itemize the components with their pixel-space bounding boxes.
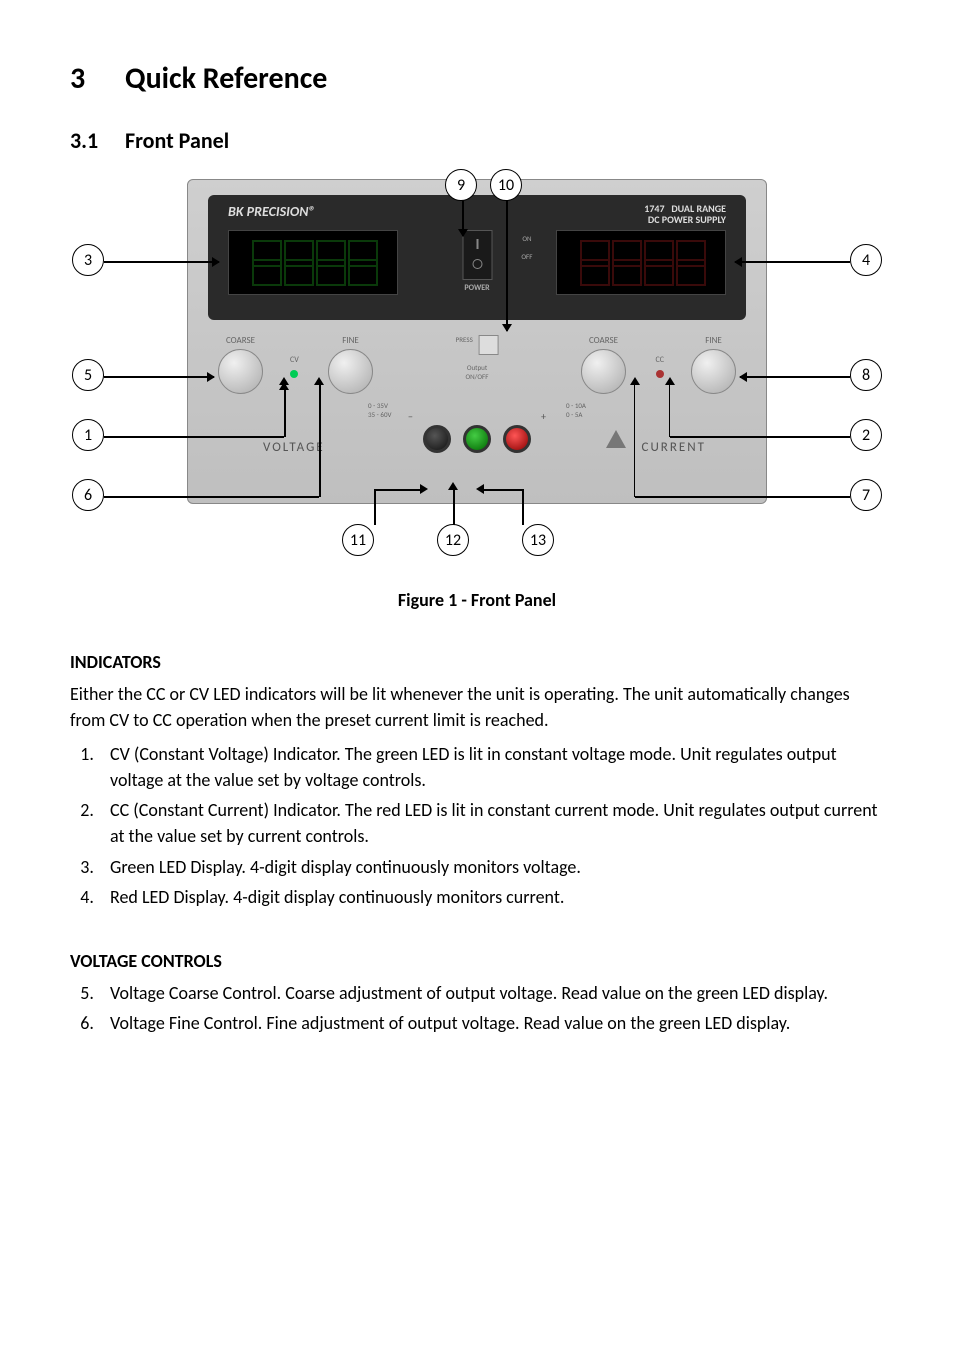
power-switch-block: ONOFF POWER	[450, 230, 505, 293]
current-label: CURRENT	[642, 440, 706, 455]
callout-11: 11	[342, 524, 374, 556]
callout-4: 4	[850, 244, 882, 276]
list-item: CV (Constant Voltage) Indicator. The gre…	[98, 741, 884, 793]
chapter-title: Quick Reference	[125, 60, 327, 97]
callout-10: 10	[490, 169, 522, 201]
positive-terminal	[503, 425, 531, 453]
power-switch	[462, 230, 492, 280]
voltage-label: VOLTAGE	[263, 440, 325, 455]
bottom-row: VOLTAGE 0 - 35V 35 - 60V − + 0 - 10A 0 -…	[208, 425, 746, 485]
callout-7: 7	[850, 479, 882, 511]
callout-12: 12	[437, 524, 469, 556]
negative-terminal	[423, 425, 451, 453]
callout-1: 1	[72, 419, 104, 451]
voltage-display	[228, 230, 398, 295]
knob-row: COARSE CV FINE PRESS Output ON/OFF COARS…	[208, 335, 746, 410]
chapter-heading: 3Quick Reference	[70, 60, 884, 97]
list-item: CC (Constant Current) Indicator. The red…	[98, 797, 884, 849]
callout-9: 9	[445, 169, 477, 201]
power-label: POWER	[450, 283, 505, 293]
chapter-number: 3	[70, 60, 125, 97]
list-item: Red LED Display. 4-digit display continu…	[98, 884, 884, 910]
current-coarse-knob	[581, 349, 626, 394]
figure-caption: Figure 1 - Front Panel	[70, 589, 884, 611]
callout-6: 6	[72, 479, 104, 511]
output-terminals: 0 - 35V 35 - 60V − + 0 - 10A 0 - 5A	[423, 425, 531, 453]
warning-icon	[606, 430, 626, 448]
brand-label: BK PRECISION®	[228, 203, 315, 220]
cc-led	[656, 370, 664, 378]
model-label: 1747 DUAL RANGE DC POWER SUPPLY	[644, 203, 726, 225]
output-push-button	[478, 335, 498, 355]
callout-13: 13	[522, 524, 554, 556]
list-item: Voltage Coarse Control. Coarse adjustmen…	[98, 980, 884, 1006]
callout-5: 5	[72, 359, 104, 391]
voltage-fine-knob	[328, 349, 373, 394]
indicators-heading: INDICATORS	[70, 651, 884, 673]
voltage-coarse-knob	[218, 349, 263, 394]
figure-front-panel: BK PRECISION® 1747 DUAL RANGE DC POWER S…	[72, 169, 882, 579]
section-heading: 3.1Front Panel	[70, 127, 884, 154]
device-chassis: BK PRECISION® 1747 DUAL RANGE DC POWER S…	[187, 179, 767, 504]
device-display-panel: BK PRECISION® 1747 DUAL RANGE DC POWER S…	[208, 195, 746, 320]
callout-3: 3	[72, 244, 104, 276]
voltage-controls-list: Voltage Coarse Control. Coarse adjustmen…	[70, 980, 884, 1036]
output-button-block: PRESS Output ON/OFF	[456, 335, 499, 381]
current-fine-knob	[691, 349, 736, 394]
callout-2: 2	[850, 419, 882, 451]
ground-terminal	[463, 425, 491, 453]
cv-led	[290, 370, 298, 378]
list-item: Green LED Display. 4-digit display conti…	[98, 854, 884, 880]
indicators-intro: Either the CC or CV LED indicators will …	[70, 681, 884, 733]
indicators-list: CV (Constant Voltage) Indicator. The gre…	[70, 741, 884, 910]
voltage-controls-heading: VOLTAGE CONTROLS	[70, 950, 884, 972]
callout-8: 8	[850, 359, 882, 391]
section-title: Front Panel	[125, 127, 229, 154]
section-number: 3.1	[70, 127, 125, 154]
list-item: Voltage Fine Control. Fine adjustment of…	[98, 1010, 884, 1036]
current-display	[556, 230, 726, 295]
